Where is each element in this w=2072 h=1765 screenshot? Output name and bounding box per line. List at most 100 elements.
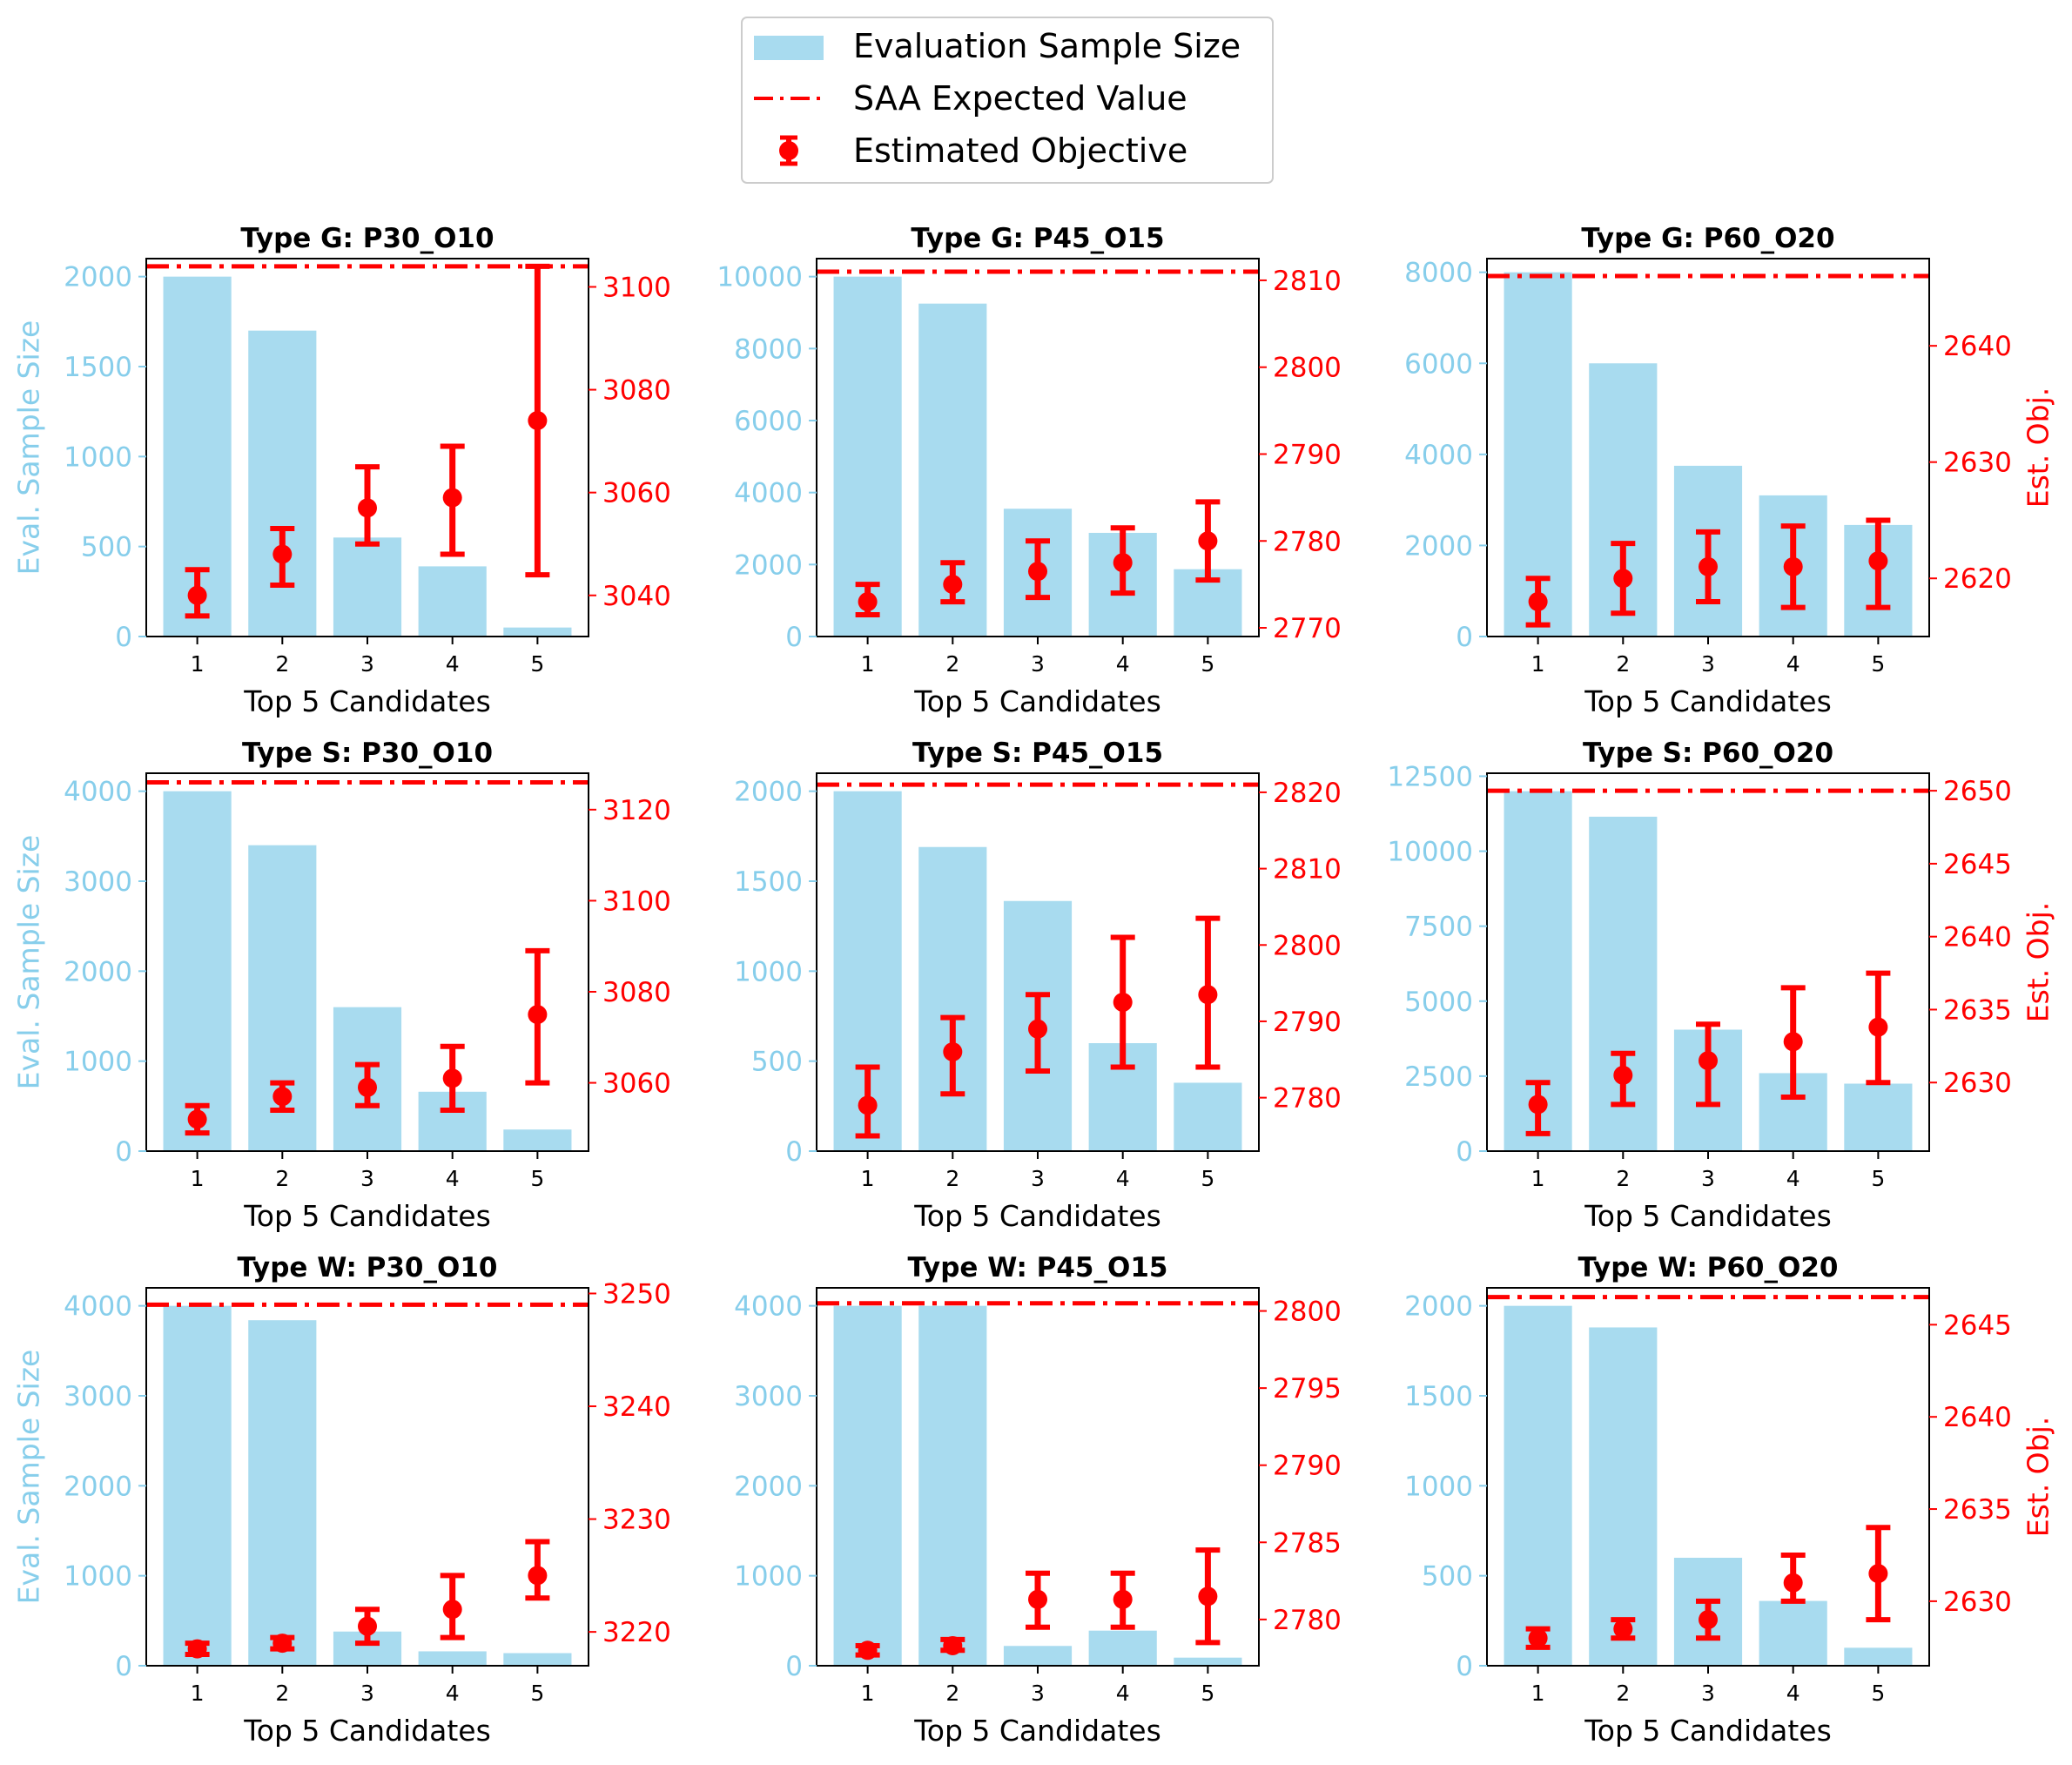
y-tick-label: 5000 <box>1404 987 1473 1018</box>
estimate-point <box>1613 1065 1633 1085</box>
bar <box>163 791 232 1151</box>
x-tick-label: 2 <box>275 651 289 677</box>
bar <box>833 276 902 637</box>
x-tick-label: 2 <box>1616 651 1630 677</box>
estimate-point <box>1868 1017 1888 1037</box>
estimate-point <box>1198 531 1218 551</box>
x-tick-label: 1 <box>1531 1681 1545 1706</box>
y-tick-label: 2000 <box>734 777 803 808</box>
x-axis-label: Top 5 Candidates <box>243 1714 491 1748</box>
y-tick-label: 0 <box>115 622 132 653</box>
estimate-point <box>1528 1628 1548 1648</box>
estimate-point <box>1783 1573 1803 1593</box>
x-axis-label: Top 5 Candidates <box>913 684 1161 718</box>
y-tick-label: 1500 <box>64 352 132 383</box>
estimate-point <box>528 411 548 430</box>
y-tick-label: 0 <box>115 1651 132 1682</box>
y2-tick-label: 2630 <box>1943 448 2012 479</box>
y-tick-label: 2000 <box>1404 1291 1473 1323</box>
x-tick-label: 3 <box>1701 651 1715 677</box>
y2-tick-label: 2640 <box>1943 922 2012 953</box>
estimate-point <box>1028 1589 1047 1609</box>
estimate-point <box>272 544 293 564</box>
y-tick-label: 6000 <box>1404 348 1473 380</box>
y2-tick-label: 2645 <box>1943 1310 2012 1341</box>
y-tick-label: 10000 <box>716 262 803 293</box>
y-tick-label: 2000 <box>64 1471 132 1502</box>
x-tick-label: 5 <box>1201 1681 1214 1706</box>
subplot-title: Type S: P30_O10 <box>242 738 493 769</box>
subplot-title: Type G: P45_O15 <box>911 223 1164 254</box>
x-tick-label: 2 <box>1616 1166 1630 1191</box>
y-tick-label: 1000 <box>64 1047 132 1078</box>
y2-tick-label: 2780 <box>1273 1083 1342 1115</box>
y-tick-label: 4000 <box>734 1291 803 1323</box>
estimate-point <box>442 1600 462 1620</box>
subplot-4: 0 1000 2000 3000 4000 3060 3080 3100 3120 1 2 3 4 5 Ty… <box>12 738 671 1233</box>
legend-point-swatch <box>779 135 798 166</box>
estimate-point <box>858 1095 878 1115</box>
estimate-point <box>1113 553 1133 573</box>
x-tick-label: 5 <box>530 1166 544 1191</box>
y-tick-label: 500 <box>1422 1561 1473 1593</box>
bar <box>1174 1657 1242 1666</box>
y-axis-label: Eval. Sample Size <box>12 320 46 576</box>
y-tick-label: 500 <box>751 1047 803 1078</box>
y-tick-label: 3000 <box>64 866 132 898</box>
estimate-point <box>1028 1019 1047 1039</box>
y-tick-label: 1000 <box>734 956 803 987</box>
y-tick-label: 8000 <box>734 333 803 365</box>
subplot-3: 0 2000 4000 6000 8000 2620 2630 2640 1 2 3 4 5 Type G… <box>1404 223 2055 718</box>
x-tick-label: 1 <box>191 1166 205 1191</box>
y-axis-label: Eval. Sample Size <box>12 1350 46 1605</box>
y2-tick-label: 2620 <box>1943 563 2012 595</box>
x-tick-label: 2 <box>945 651 959 677</box>
y2-tick-label: 2790 <box>1273 439 1342 470</box>
y-tick-label: 1000 <box>64 1561 132 1593</box>
estimate-point <box>528 1005 548 1025</box>
bar <box>918 846 987 1151</box>
x-tick-label: 1 <box>861 1681 875 1706</box>
estimate-point <box>187 585 207 605</box>
x-tick-label: 4 <box>446 1681 460 1706</box>
y2-tick-label: 2790 <box>1273 1451 1342 1482</box>
y2-tick-label: 3080 <box>602 375 671 407</box>
legend-bar-label: Evaluation Sample Size <box>853 27 1241 65</box>
subplot-6: 0 2500 5000 7500 10000 12500 2630 2635 2640 2645 2… <box>1387 738 2055 1233</box>
bar <box>1844 1083 1913 1151</box>
x-tick-label: 1 <box>191 1681 205 1706</box>
y2-axis-label: Est. Obj. <box>2022 902 2055 1023</box>
y2-tick-label: 3100 <box>602 886 671 917</box>
estimate-point <box>272 1087 293 1107</box>
y2-axis-label: Est. Obj. <box>2022 1417 2055 1538</box>
subplot-8: 0 1000 2000 3000 4000 2780 2785 2790 2795 2800 1 2 3… <box>734 1252 1342 1748</box>
x-tick-label: 3 <box>1701 1681 1715 1706</box>
x-tick-label: 5 <box>530 1681 544 1706</box>
y2-tick-label: 2810 <box>1273 266 1342 297</box>
y-tick-label: 3000 <box>734 1381 803 1412</box>
estimate-point <box>943 575 963 595</box>
x-tick-label: 5 <box>1871 651 1885 677</box>
x-tick-label: 4 <box>1116 651 1130 677</box>
estimate-point <box>358 1077 377 1097</box>
legend-line-label: SAA Expected Value <box>853 79 1187 118</box>
estimate-point <box>528 1566 548 1586</box>
estimate-point <box>187 1639 207 1659</box>
x-tick-label: 1 <box>1531 1166 1545 1191</box>
x-axis-label: Top 5 Candidates <box>913 1199 1161 1233</box>
y2-tick-label: 2800 <box>1273 1297 1342 1328</box>
estimate-point <box>1783 556 1803 576</box>
y-tick-label: 0 <box>785 1651 803 1682</box>
bar <box>918 1305 987 1666</box>
y2-tick-label: 3250 <box>602 1278 671 1310</box>
estimate-point <box>1198 985 1218 1005</box>
x-tick-label: 1 <box>861 1166 875 1191</box>
subplot-7: 0 1000 2000 3000 4000 3220 3230 3240 3250 1 2 3 4 5 Ty… <box>12 1252 671 1748</box>
x-tick-label: 4 <box>1116 1166 1130 1191</box>
x-tick-label: 2 <box>945 1681 959 1706</box>
estimate-point <box>272 1634 293 1654</box>
estimate-point <box>187 1109 207 1129</box>
estimate-point <box>1613 1619 1633 1639</box>
x-tick-label: 4 <box>1786 1166 1800 1191</box>
